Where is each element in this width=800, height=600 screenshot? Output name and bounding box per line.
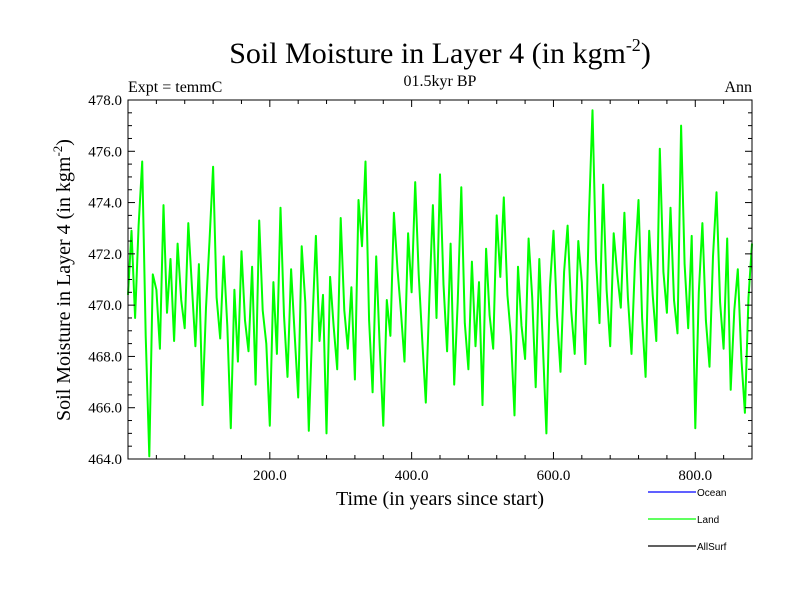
y-tick-label: 468.0 <box>88 349 122 365</box>
legend-label: AllSurf <box>697 542 727 553</box>
y-tick: 470.0 <box>88 298 752 314</box>
legend: Ocean Land AllSurf <box>648 488 727 553</box>
y-tick-label: 466.0 <box>88 401 122 417</box>
x-tick-label: 600.0 <box>537 468 571 484</box>
y-tick: 474.0 <box>88 196 752 212</box>
x-tick-label: 200.0 <box>253 468 287 484</box>
legend-item-allsurf: AllSurf <box>648 542 727 553</box>
y-tick: 468.0 <box>88 349 752 365</box>
y-tick: 472.0 <box>88 247 752 263</box>
plot-area <box>127 109 753 458</box>
y-tick-label: 470.0 <box>88 298 122 314</box>
legend-label: Land <box>697 515 719 526</box>
y-tick-label: 476.0 <box>88 144 122 160</box>
x-tick: 200.0 <box>253 100 287 484</box>
y-tick-label: 472.0 <box>88 247 122 263</box>
y-tick: 476.0 <box>88 144 752 160</box>
x-tick: 600.0 <box>537 100 571 484</box>
y-tick-label: 474.0 <box>88 196 122 212</box>
y-axis-label: Soil Moisture in Layer 4 (in kgm-2) <box>50 139 75 421</box>
x-tick-label: 800.0 <box>678 468 712 484</box>
x-axis-label: Time (in years since start) <box>336 488 544 510</box>
legend-label: Ocean <box>697 488 726 499</box>
y-tick: 466.0 <box>88 401 752 417</box>
axis-ticks: 200.0 400.0 600.0 800.0 464.0 466.0 468.0 470.0… <box>88 93 752 484</box>
x-tick: 800.0 <box>678 100 712 484</box>
chart-subtitle: 01.5kyr BP <box>404 73 477 90</box>
series-line-land <box>127 109 753 458</box>
chart-title: Soil Moisture in Layer 4 (in kgm-2) <box>229 35 651 70</box>
experiment-label: Expt = temmC <box>128 79 222 96</box>
season-label: Ann <box>724 79 752 96</box>
legend-item-land: Land <box>648 515 719 526</box>
x-tick: 400.0 <box>395 100 429 484</box>
legend-item-ocean: Ocean <box>648 488 726 499</box>
x-tick-label: 400.0 <box>395 468 429 484</box>
y-tick-label: 464.0 <box>88 452 122 468</box>
y-tick-label: 478.0 <box>88 93 122 109</box>
y-tick: 464.0 <box>88 452 752 468</box>
plot-frame <box>127 99 753 460</box>
